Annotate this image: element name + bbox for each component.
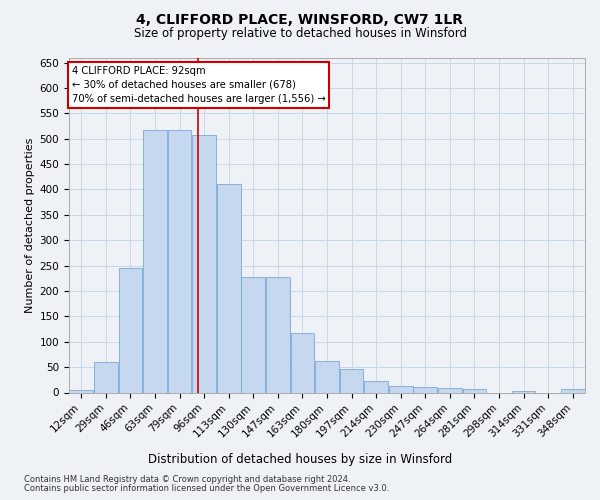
Bar xyxy=(70,390,93,392)
Text: Contains public sector information licensed under the Open Government Licence v3: Contains public sector information licen… xyxy=(24,484,389,493)
Bar xyxy=(94,362,118,392)
Text: Size of property relative to detached houses in Winsford: Size of property relative to detached ho… xyxy=(133,28,467,40)
Y-axis label: Number of detached properties: Number of detached properties xyxy=(25,138,35,312)
Bar xyxy=(438,388,462,392)
Bar xyxy=(413,388,437,392)
Bar xyxy=(192,134,216,392)
Bar xyxy=(290,332,314,392)
Text: 4 CLIFFORD PLACE: 92sqm
← 30% of detached houses are smaller (678)
70% of semi-d: 4 CLIFFORD PLACE: 92sqm ← 30% of detache… xyxy=(71,66,325,104)
Bar xyxy=(119,268,142,392)
Bar xyxy=(315,361,339,392)
Bar xyxy=(512,391,535,392)
Bar xyxy=(143,130,167,392)
Text: Contains HM Land Registry data © Crown copyright and database right 2024.: Contains HM Land Registry data © Crown c… xyxy=(24,475,350,484)
Bar xyxy=(463,389,487,392)
Text: 4, CLIFFORD PLACE, WINSFORD, CW7 1LR: 4, CLIFFORD PLACE, WINSFORD, CW7 1LR xyxy=(137,12,464,26)
Bar xyxy=(217,184,241,392)
Bar xyxy=(340,369,364,392)
Text: Distribution of detached houses by size in Winsford: Distribution of detached houses by size … xyxy=(148,454,452,466)
Bar xyxy=(266,277,290,392)
Bar xyxy=(561,390,584,392)
Bar xyxy=(364,382,388,392)
Bar xyxy=(241,277,265,392)
Bar xyxy=(167,130,191,392)
Bar xyxy=(389,386,413,392)
